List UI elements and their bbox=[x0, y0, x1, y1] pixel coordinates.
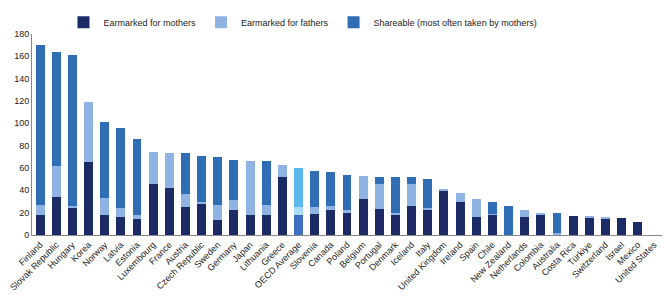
svg-text:Latvia: Latvia bbox=[101, 240, 125, 264]
svg-text:United States: United States bbox=[613, 239, 659, 285]
svg-text:0: 0 bbox=[24, 230, 29, 240]
svg-text:New Zealand: New Zealand bbox=[469, 240, 514, 285]
svg-text:Japan: Japan bbox=[230, 240, 254, 264]
svg-text:Earmarked for fathers: Earmarked for fathers bbox=[241, 18, 329, 28]
svg-text:Costa Rica: Costa Rica bbox=[540, 240, 578, 278]
svg-text:United Kingdom: United Kingdom bbox=[396, 240, 448, 292]
svg-text:160: 160 bbox=[14, 51, 29, 61]
svg-text:Slovenia: Slovenia bbox=[288, 240, 319, 271]
svg-text:Czech Republic: Czech Republic bbox=[155, 239, 207, 291]
svg-text:Chile: Chile bbox=[475, 240, 497, 262]
svg-text:Spain: Spain bbox=[457, 240, 480, 263]
svg-text:OECD Average: OECD Average bbox=[253, 240, 303, 290]
svg-text:Germany: Germany bbox=[205, 239, 239, 273]
svg-text:Earmarked for mothers: Earmarked for mothers bbox=[104, 18, 197, 28]
svg-text:180: 180 bbox=[14, 29, 29, 39]
svg-text:Poland: Poland bbox=[325, 240, 352, 267]
svg-text:Luxembourg: Luxembourg bbox=[115, 240, 157, 282]
svg-text:Australia: Australia bbox=[530, 240, 562, 272]
svg-text:Israel: Israel bbox=[604, 240, 627, 263]
svg-text:Lithuania: Lithuania bbox=[238, 240, 271, 273]
svg-text:Sweden: Sweden bbox=[192, 240, 222, 270]
svg-text:Greece: Greece bbox=[259, 240, 287, 268]
svg-text:Portugal: Portugal bbox=[353, 240, 384, 271]
svg-text:Türkiye: Türkiye bbox=[566, 240, 594, 268]
svg-text:Canada: Canada bbox=[306, 240, 335, 269]
svg-text:Slovak Republic: Slovak Republic bbox=[8, 239, 61, 292]
svg-text:100: 100 bbox=[14, 118, 29, 128]
svg-text:Belgium: Belgium bbox=[338, 240, 368, 270]
svg-text:Ireland: Ireland bbox=[438, 240, 465, 267]
svg-text:20: 20 bbox=[19, 208, 29, 218]
svg-text:Colombia: Colombia bbox=[511, 240, 545, 274]
svg-text:Austria: Austria bbox=[163, 240, 190, 267]
svg-text:140: 140 bbox=[14, 74, 29, 84]
svg-text:80: 80 bbox=[19, 141, 29, 151]
svg-text:Italy: Italy bbox=[414, 239, 433, 258]
svg-text:Netherlands: Netherlands bbox=[488, 239, 530, 281]
svg-text:40: 40 bbox=[19, 185, 29, 195]
svg-text:60: 60 bbox=[19, 163, 29, 173]
svg-text:Switzerland: Switzerland bbox=[570, 240, 610, 280]
svg-text:Estonia: Estonia bbox=[113, 240, 141, 268]
svg-text:Iceland: Iceland bbox=[389, 240, 417, 268]
svg-text:Shareable (most often taken by: Shareable (most often taken by mothers) bbox=[374, 18, 537, 28]
svg-text:120: 120 bbox=[14, 96, 29, 106]
svg-text:Korea: Korea bbox=[69, 240, 93, 264]
svg-text:Finland: Finland bbox=[17, 240, 45, 268]
svg-text:Norway: Norway bbox=[81, 239, 110, 268]
svg-text:Mexico: Mexico bbox=[615, 240, 642, 267]
svg-text:Denmark: Denmark bbox=[367, 239, 400, 272]
svg-text:France: France bbox=[147, 240, 174, 267]
svg-text:Hungary: Hungary bbox=[46, 239, 77, 270]
